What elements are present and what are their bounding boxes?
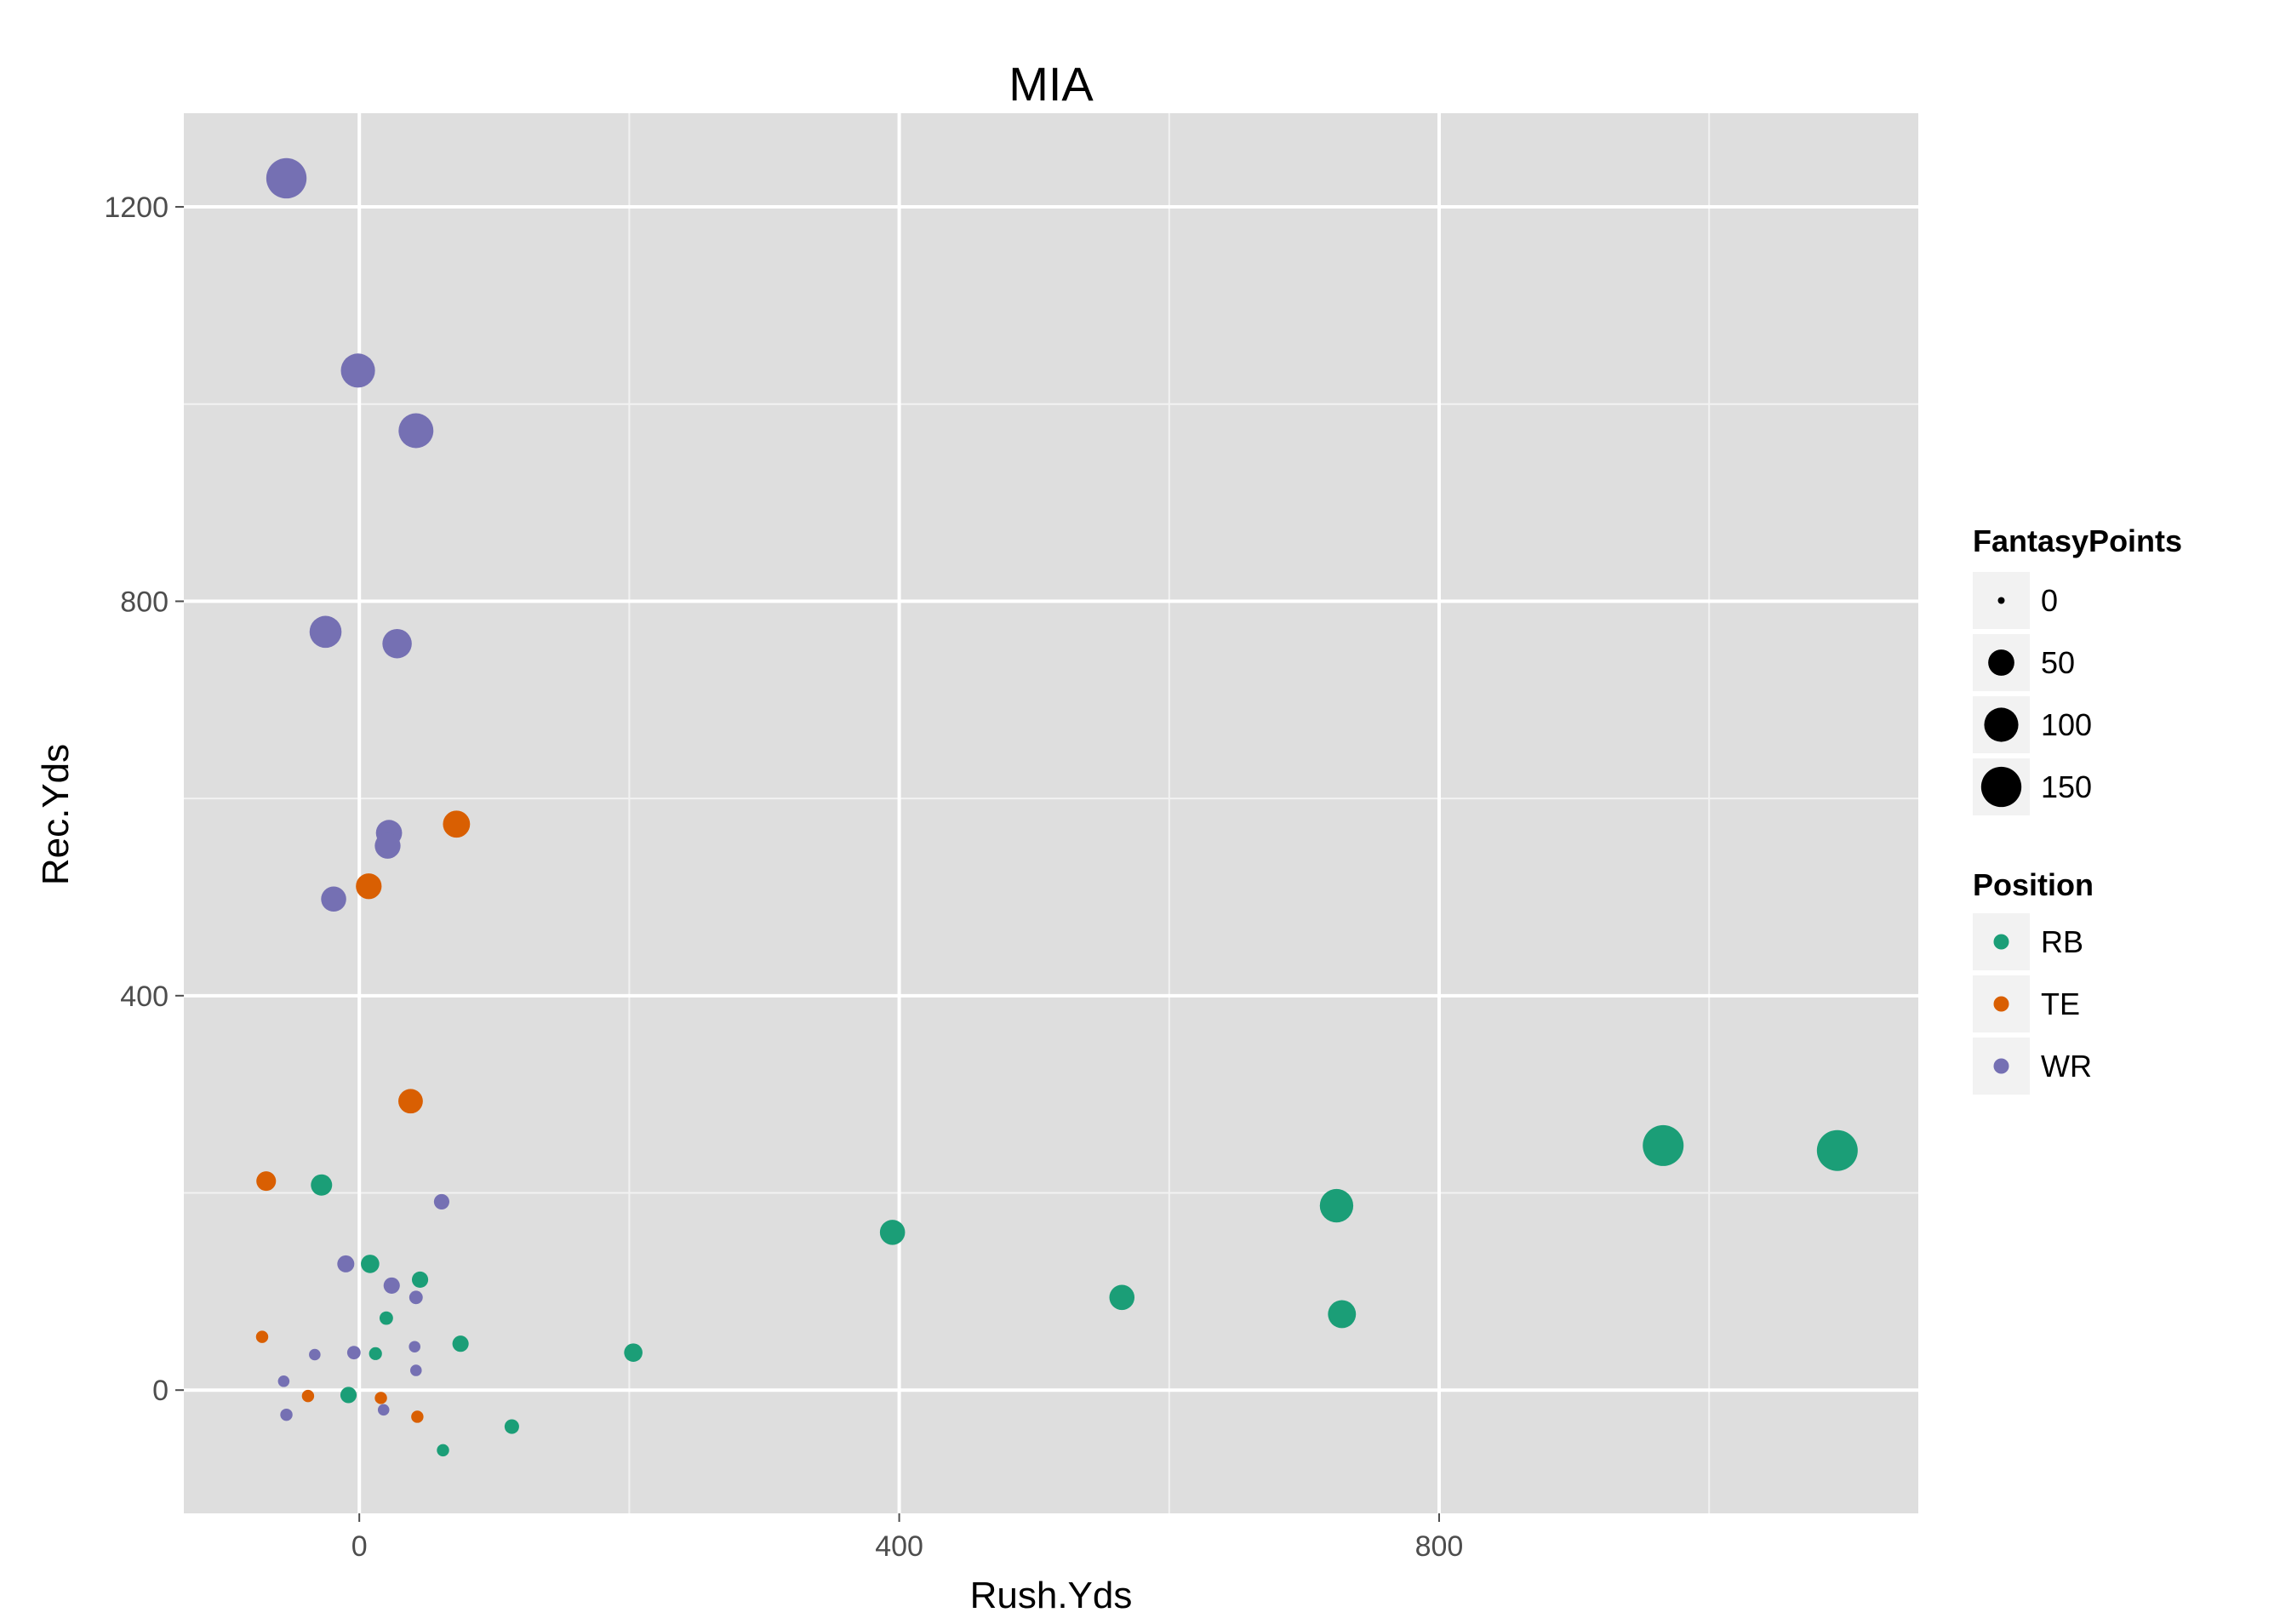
data-point-rb xyxy=(361,1255,380,1273)
data-point-rb xyxy=(1109,1284,1135,1311)
data-point-rb xyxy=(1643,1124,1684,1166)
data-point-wr xyxy=(266,157,307,199)
data-point-te xyxy=(398,1089,423,1114)
x-tick-label: 400 xyxy=(875,1530,923,1563)
data-point-wr xyxy=(374,832,401,859)
x-tick-label: 0 xyxy=(351,1530,368,1563)
data-point-wr xyxy=(337,1255,355,1272)
size-legend-key xyxy=(1980,766,2022,808)
size-legend-label: 100 xyxy=(2041,707,2092,742)
grid-major xyxy=(184,113,1918,1513)
color-legend: Position RB TE WR xyxy=(1973,867,2094,1095)
size-legend-title: FantasyPoints xyxy=(1973,523,2182,558)
data-point-wr xyxy=(433,1193,450,1210)
data-point-wr xyxy=(409,1290,423,1305)
data-point-wr xyxy=(340,353,375,388)
size-legend-label: 150 xyxy=(2041,769,2092,804)
data-point-wr xyxy=(410,1364,422,1376)
x-axis: 0 400 800 xyxy=(351,1513,1464,1563)
data-point-te xyxy=(255,1330,269,1343)
data-point-rb xyxy=(437,1444,449,1457)
data-point-wr xyxy=(398,413,434,449)
data-point-te xyxy=(443,810,471,838)
data-point-wr xyxy=(382,628,412,659)
data-point-rb xyxy=(1816,1129,1858,1171)
y-tick-label: 1200 xyxy=(104,192,169,224)
x-axis-title: Rush.Yds xyxy=(970,1575,1133,1616)
data-point-rb xyxy=(369,1347,382,1360)
grid-minor xyxy=(184,113,1918,1513)
data-points xyxy=(255,157,1858,1457)
data-point-rb xyxy=(340,1387,357,1404)
data-point-wr xyxy=(377,1404,390,1416)
data-point-wr xyxy=(383,1277,400,1294)
data-point-te xyxy=(256,1171,277,1192)
size-legend-key xyxy=(1984,707,2019,742)
data-point-rb xyxy=(411,1271,429,1289)
data-point-wr xyxy=(309,1348,321,1361)
data-point-wr xyxy=(321,886,346,912)
y-axis: 0 400 800 1200 xyxy=(104,192,184,1407)
color-legend-key-rb xyxy=(1993,934,2009,950)
y-axis-title: Rec.Yds xyxy=(35,744,77,885)
data-point-rb xyxy=(504,1419,519,1434)
data-point-te xyxy=(374,1392,387,1404)
size-legend-key xyxy=(1988,649,2014,676)
data-point-wr xyxy=(309,615,342,649)
color-legend-title: Position xyxy=(1973,867,2094,902)
color-legend-key-wr xyxy=(1993,1058,2009,1074)
data-point-te xyxy=(411,1410,424,1423)
data-point-te xyxy=(301,1389,315,1403)
data-point-rb xyxy=(1319,1188,1354,1223)
y-tick-label: 0 xyxy=(152,1375,169,1407)
color-legend-label: WR xyxy=(2041,1049,2092,1084)
y-tick-label: 800 xyxy=(120,586,169,618)
x-tick-label: 800 xyxy=(1415,1530,1464,1563)
data-point-te xyxy=(356,873,382,900)
color-legend-label: TE xyxy=(2041,986,2080,1021)
color-legend-label: RB xyxy=(2041,924,2083,959)
size-legend-label: 50 xyxy=(2041,645,2075,680)
data-point-rb xyxy=(452,1335,469,1352)
y-tick-label: 400 xyxy=(120,981,169,1013)
chart-title: MIA xyxy=(1009,57,1094,111)
plot-panel xyxy=(184,113,1918,1513)
data-point-wr xyxy=(346,1346,361,1360)
data-point-rb xyxy=(1328,1300,1357,1329)
data-point-wr xyxy=(280,1408,293,1421)
size-legend-label: 0 xyxy=(2041,583,2058,618)
size-legend-key xyxy=(1997,597,2005,604)
data-point-rb xyxy=(624,1343,643,1362)
data-point-wr xyxy=(409,1341,420,1353)
size-legend: FantasyPoints 0 50 100 150 xyxy=(1973,523,2182,815)
data-point-rb xyxy=(879,1220,906,1245)
color-legend-key-te xyxy=(1993,996,2009,1012)
data-point-wr xyxy=(277,1375,290,1387)
data-point-rb xyxy=(379,1311,393,1325)
data-point-rb xyxy=(311,1174,333,1196)
